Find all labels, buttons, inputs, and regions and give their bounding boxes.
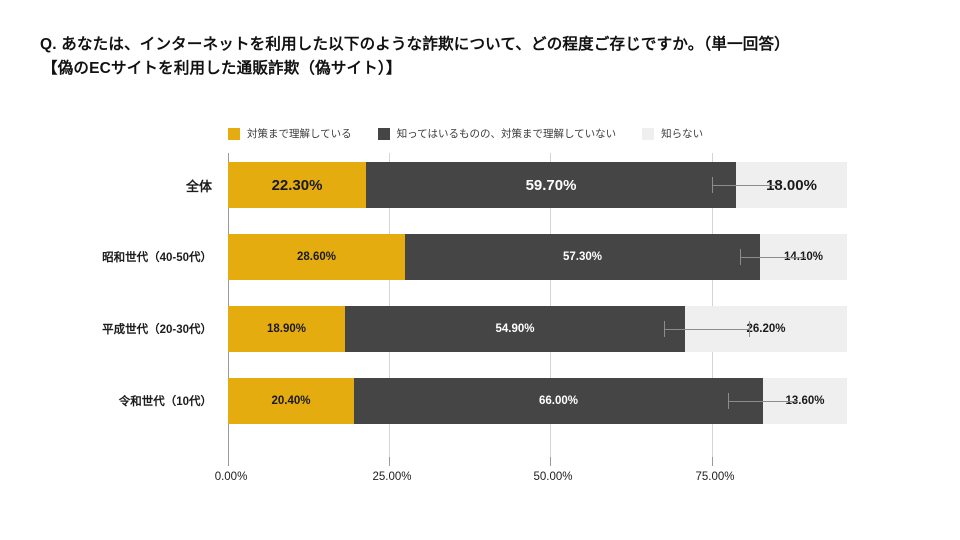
row-label-reiwa: 令和世代（10代）	[0, 378, 212, 424]
tick-mark-0	[228, 457, 229, 466]
legend-label-know: 対策まで理解している	[247, 127, 352, 140]
legend-swatch-unknown-icon	[642, 128, 655, 140]
table-row: 平成世代（20-30代） 18.90% 54.90% 26.20%	[0, 306, 960, 352]
tick-mark-25	[389, 457, 390, 466]
bar-value-aware: 57.30%	[562, 251, 602, 263]
bar-value-know: 18.90%	[266, 323, 306, 335]
bar-value-know: 22.30%	[271, 176, 323, 194]
tick-label-0: 0.00%	[214, 471, 248, 483]
bar-segment-unknown[interactable]: 18.00%	[736, 162, 847, 208]
row-label-showa-text: 昭和世代（40-50代）	[102, 252, 212, 264]
row-label-showa: 昭和世代（40-50代）	[0, 234, 212, 280]
page-title-line-2: 【偽のECサイトを利用した通販詐欺（偽サイト）】	[42, 60, 402, 78]
legend-label-aware: 知ってはいるものの、対策まで理解していない	[396, 127, 617, 140]
row-label-total-text: 全体	[185, 178, 212, 194]
bar-value-aware: 59.70%	[525, 176, 577, 194]
bar-value-aware: 66.00%	[538, 395, 578, 407]
legend-swatch-know-icon	[228, 128, 240, 140]
tick-label-75: 75.00%	[695, 471, 735, 483]
bar-segment-aware[interactable]: 54.90%	[345, 306, 685, 352]
bar-segment-unknown[interactable]: 26.20%	[685, 306, 847, 352]
bar-segment-know[interactable]: 18.90%	[228, 306, 345, 352]
x-axis: 0.00% 25.00% 50.00% 75.00%	[0, 457, 960, 505]
row-label-total: 全体	[0, 162, 212, 208]
bar-segment-unknown[interactable]: 13.60%	[763, 378, 847, 424]
page-title: Q. あなたは、インターネットを利用した以下のような詐欺について、どの程度ご存じ…	[40, 33, 940, 81]
stacked-bar-chart: 対策まで理解している 知ってはいるものの、対策まで理解していない 知らない 全体	[0, 105, 960, 505]
tick-mark-50	[550, 457, 551, 466]
bar-track-total: 22.30% 59.70% 18.00%	[228, 162, 847, 208]
row-label-heisei: 平成世代（20-30代）	[0, 306, 212, 352]
bar-value-know: 28.60%	[296, 251, 336, 263]
bar-segment-aware[interactable]: 57.30%	[405, 234, 760, 280]
page-title-line-1: Q. あなたは、インターネットを利用した以下のような詐欺について、どの程度ご存じ…	[40, 36, 790, 53]
bar-segment-know[interactable]: 22.30%	[228, 162, 366, 208]
bar-value-unknown: 13.60%	[785, 395, 825, 407]
bar-segment-know[interactable]: 20.40%	[228, 378, 354, 424]
bar-value-know: 20.40%	[271, 395, 311, 407]
bar-segment-know[interactable]: 28.60%	[228, 234, 405, 280]
table-row: 昭和世代（40-50代） 28.60% 57.30% 14.10%	[0, 234, 960, 280]
bar-value-aware: 54.90%	[495, 323, 535, 335]
legend-label-unknown: 知らない	[661, 127, 704, 140]
bar-track-showa: 28.60% 57.30% 14.10%	[228, 234, 847, 280]
bar-value-unknown: 14.10%	[783, 251, 823, 263]
legend-swatch-aware-icon	[377, 128, 390, 140]
legend-item-unknown[interactable]: 知らない	[642, 128, 703, 140]
row-label-heisei-text: 平成世代（20-30代）	[102, 324, 212, 336]
table-row: 令和世代（10代） 20.40% 66.00% 13.60%	[0, 378, 960, 424]
bar-segment-unknown[interactable]: 14.10%	[760, 234, 847, 280]
bar-value-unknown: 26.20%	[746, 323, 786, 335]
bar-rows: 全体 22.30% 59.70% 18.00%	[0, 153, 960, 457]
tick-mark-75	[712, 457, 713, 466]
bar-track-heisei: 18.90% 54.90% 26.20%	[228, 306, 847, 352]
legend-item-aware[interactable]: 知ってはいるものの、対策まで理解していない	[377, 127, 617, 140]
tick-label-25: 25.00%	[372, 471, 412, 483]
bar-value-unknown: 18.00%	[766, 176, 817, 194]
tick-label-50: 50.00%	[533, 471, 573, 483]
bar-segment-aware[interactable]: 66.00%	[354, 378, 763, 424]
plot-area: 全体 22.30% 59.70% 18.00%	[0, 153, 960, 505]
legend-item-know[interactable]: 対策まで理解している	[228, 128, 352, 140]
table-row: 全体 22.30% 59.70% 18.00%	[0, 162, 960, 208]
chart-legend: 対策まで理解している 知ってはいるものの、対策まで理解していない 知らない	[228, 124, 848, 144]
row-label-reiwa-text: 令和世代（10代）	[118, 396, 212, 408]
bar-segment-aware[interactable]: 59.70%	[366, 162, 736, 208]
bar-track-reiwa: 20.40% 66.00% 13.60%	[228, 378, 847, 424]
